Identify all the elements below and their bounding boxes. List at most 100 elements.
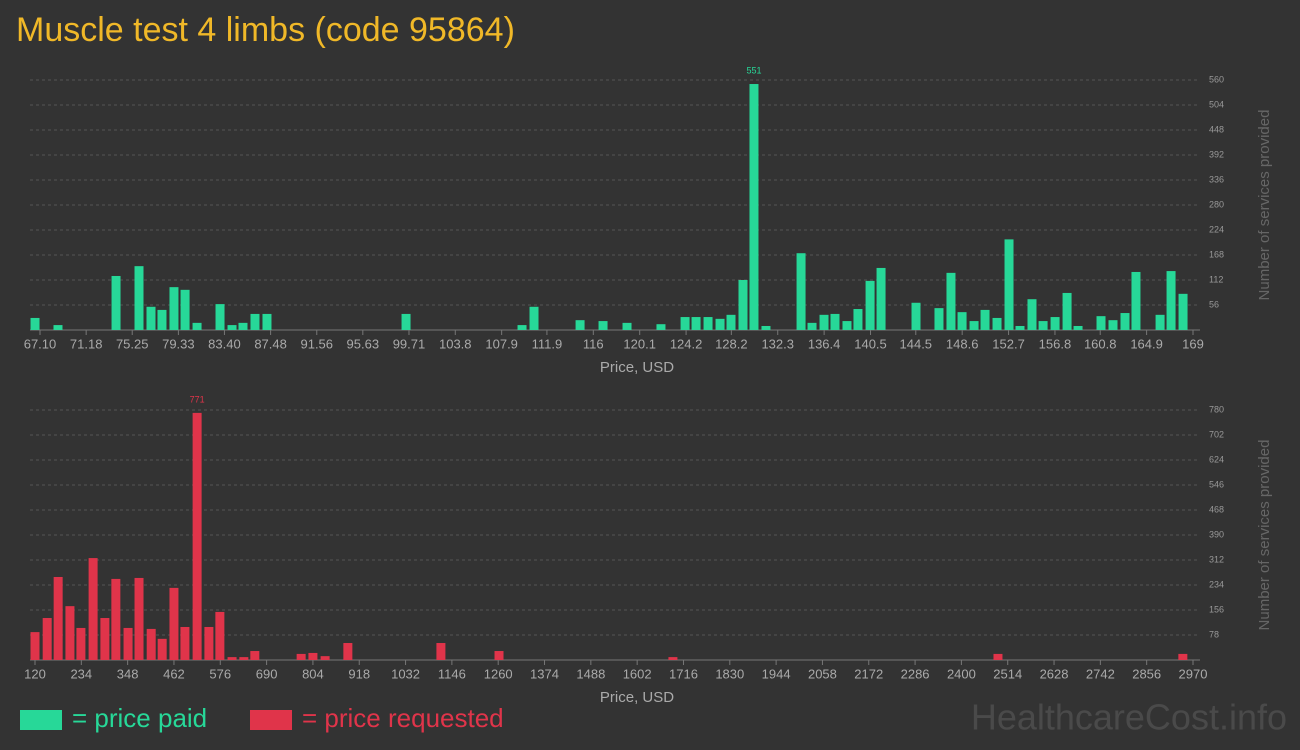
x-tick-label: 576 bbox=[209, 666, 231, 681]
bar bbox=[1015, 325, 1025, 330]
x-tick-label: 348 bbox=[117, 666, 139, 681]
x-tick-label: 156.8 bbox=[1039, 336, 1072, 351]
bar bbox=[30, 632, 40, 660]
bar bbox=[123, 627, 133, 660]
bar bbox=[111, 578, 121, 660]
y-tick-label: 234 bbox=[1209, 579, 1224, 589]
bar bbox=[401, 313, 411, 330]
x-tick-label: 2286 bbox=[901, 666, 930, 681]
bar bbox=[969, 321, 979, 330]
bar bbox=[76, 627, 86, 660]
x-tick-label: 918 bbox=[348, 666, 370, 681]
x-tick-label: 99.71 bbox=[393, 336, 426, 351]
bar bbox=[134, 266, 144, 330]
bar bbox=[830, 313, 840, 330]
y-tick-label: 448 bbox=[1209, 124, 1224, 134]
x-tick-label: 111.9 bbox=[532, 336, 563, 351]
bar bbox=[993, 653, 1003, 660]
bar bbox=[157, 638, 167, 660]
bar bbox=[1155, 314, 1165, 330]
bar bbox=[992, 317, 1002, 330]
bar bbox=[88, 558, 98, 660]
bar bbox=[668, 657, 678, 660]
y-tick-label: 702 bbox=[1209, 429, 1224, 439]
bar bbox=[529, 306, 539, 330]
bar bbox=[157, 309, 167, 330]
y-tick-label: 336 bbox=[1209, 174, 1224, 184]
bar bbox=[1166, 271, 1176, 330]
y-tick-label: 780 bbox=[1209, 404, 1224, 414]
legend-swatch bbox=[20, 710, 62, 730]
bar bbox=[726, 314, 736, 330]
x-tick-label: 462 bbox=[163, 666, 185, 681]
bar bbox=[262, 313, 272, 330]
y-tick-label: 390 bbox=[1209, 529, 1224, 539]
x-tick-label: 1944 bbox=[762, 666, 791, 681]
x-tick-label: 95.63 bbox=[347, 336, 380, 351]
x-tick-label: 128.2 bbox=[715, 336, 748, 351]
x-tick-label: 144.5 bbox=[900, 336, 933, 351]
x-axis-label: Price, USD bbox=[600, 359, 674, 376]
y-tick-label: 280 bbox=[1209, 199, 1224, 209]
bar bbox=[934, 308, 944, 330]
bar bbox=[1131, 271, 1141, 330]
legend-swatch bbox=[250, 710, 292, 730]
bar bbox=[865, 280, 875, 330]
bar bbox=[819, 314, 829, 330]
bar bbox=[53, 325, 63, 330]
x-tick-label: 136.4 bbox=[808, 336, 841, 351]
bar bbox=[749, 84, 759, 331]
x-tick-label: 1602 bbox=[623, 666, 652, 681]
x-tick-label: 75.25 bbox=[116, 336, 149, 351]
x-tick-label: 2970 bbox=[1179, 666, 1208, 681]
bar bbox=[238, 322, 248, 330]
bar bbox=[169, 287, 179, 330]
bar bbox=[842, 321, 852, 330]
bar bbox=[715, 318, 725, 330]
x-tick-label: 160.8 bbox=[1084, 336, 1117, 351]
bar bbox=[1178, 653, 1188, 660]
bar bbox=[1073, 325, 1083, 330]
data-label: 551 bbox=[746, 65, 761, 75]
x-tick-label: 1146 bbox=[438, 666, 466, 681]
bar bbox=[53, 576, 63, 660]
y-axis-label: Number of services provided bbox=[1256, 440, 1273, 631]
bar bbox=[703, 317, 713, 330]
bar bbox=[436, 643, 446, 660]
y-tick-label: 560 bbox=[1209, 74, 1224, 84]
bar bbox=[111, 275, 121, 330]
x-tick-label: 2742 bbox=[1086, 666, 1115, 681]
x-tick-label: 107.9 bbox=[485, 336, 518, 351]
x-tick-label: 87.48 bbox=[254, 336, 287, 351]
bar bbox=[296, 653, 306, 660]
bar bbox=[575, 320, 585, 330]
x-tick-label: 148.6 bbox=[946, 336, 979, 351]
y-axis-label: Number of services provided bbox=[1256, 110, 1273, 301]
bar bbox=[215, 304, 225, 330]
bar bbox=[656, 324, 666, 330]
x-tick-label: 91.56 bbox=[300, 336, 333, 351]
y-tick-label: 468 bbox=[1209, 504, 1224, 514]
x-tick-label: 234 bbox=[70, 666, 92, 681]
x-tick-label: 116 bbox=[583, 336, 604, 351]
x-tick-label: 140.5 bbox=[854, 336, 887, 351]
bar bbox=[250, 651, 260, 660]
x-tick-label: 1032 bbox=[391, 666, 420, 681]
x-tick-label: 132.3 bbox=[761, 336, 794, 351]
bar bbox=[1027, 299, 1037, 330]
x-tick-label: 2856 bbox=[1132, 666, 1161, 681]
bar bbox=[946, 272, 956, 330]
x-tick-label: 1488 bbox=[576, 666, 605, 681]
x-tick-label: 120 bbox=[24, 666, 46, 681]
bar bbox=[250, 313, 260, 330]
x-tick-label: 71.18 bbox=[70, 336, 103, 351]
bar bbox=[957, 312, 967, 330]
x-tick-label: 152.7 bbox=[992, 336, 1025, 351]
y-tick-label: 168 bbox=[1209, 249, 1224, 259]
bar bbox=[134, 577, 144, 660]
y-tick-label: 546 bbox=[1209, 479, 1224, 489]
bar bbox=[1050, 317, 1060, 330]
bar bbox=[738, 280, 748, 330]
legend-label: = price requested bbox=[302, 703, 504, 733]
x-tick-label: 103.8 bbox=[439, 336, 472, 351]
